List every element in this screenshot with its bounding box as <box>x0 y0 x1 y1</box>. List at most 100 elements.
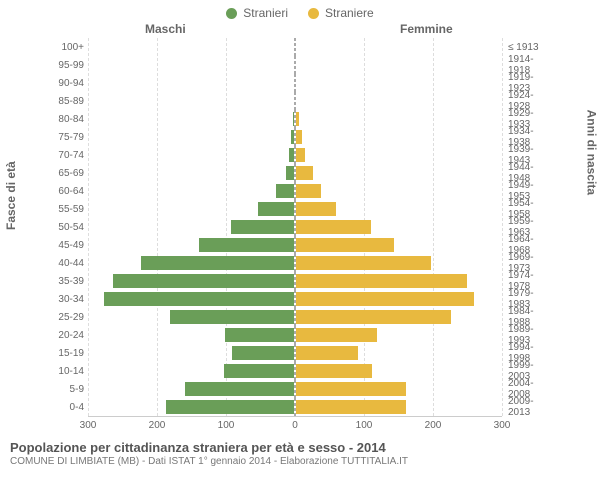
age-tick: 10-14 <box>50 366 88 377</box>
bar-male-wrap <box>88 182 295 200</box>
bar-female-wrap <box>295 92 502 110</box>
age-tick: 55-59 <box>50 204 88 215</box>
bar-male-wrap <box>88 398 295 416</box>
bar-female <box>296 148 305 162</box>
pyramid-row: 70-741939-1943 <box>50 146 540 164</box>
bar-male <box>286 166 294 180</box>
age-tick: 35-39 <box>50 276 88 287</box>
x-axis-line <box>88 416 502 417</box>
bar-female <box>296 382 406 396</box>
bar-female <box>296 184 321 198</box>
bar-female-wrap <box>295 146 502 164</box>
bar-male <box>289 148 294 162</box>
age-tick: 65-69 <box>50 168 88 179</box>
bar-male-wrap <box>88 308 295 326</box>
x-tick: 100 <box>218 420 235 431</box>
legend-swatch-female <box>308 8 319 19</box>
age-tick: 45-49 <box>50 240 88 251</box>
pyramid-row: 50-541959-1963 <box>50 218 540 236</box>
pyramid-row: 25-291984-1988 <box>50 308 540 326</box>
bar-female-wrap <box>295 200 502 218</box>
column-headers: Maschi Femmine <box>0 20 600 38</box>
bar-female-wrap <box>295 164 502 182</box>
legend: Stranieri Straniere <box>0 0 600 20</box>
bar-female-wrap <box>295 128 502 146</box>
bar-female-wrap <box>295 38 502 56</box>
age-tick: 20-24 <box>50 330 88 341</box>
age-tick: 40-44 <box>50 258 88 269</box>
bar-male <box>231 220 294 234</box>
pyramid-row: 40-441969-1973 <box>50 254 540 272</box>
bar-male <box>199 238 294 252</box>
bar-female-wrap <box>295 326 502 344</box>
bar-male <box>166 400 294 414</box>
bar-female <box>296 130 302 144</box>
legend-label-female: Straniere <box>325 6 374 20</box>
bar-female <box>296 166 313 180</box>
bar-male <box>170 310 294 324</box>
bar-female <box>296 238 394 252</box>
bar-female <box>296 292 474 306</box>
age-tick: 0-4 <box>50 402 88 413</box>
age-tick: 50-54 <box>50 222 88 233</box>
bar-female <box>296 328 377 342</box>
bar-female-wrap <box>295 272 502 290</box>
x-tick: 200 <box>149 420 166 431</box>
bar-female-wrap <box>295 254 502 272</box>
legend-item-male: Stranieri <box>226 6 288 20</box>
age-tick: 80-84 <box>50 114 88 125</box>
bar-male <box>258 202 294 216</box>
chart-title: Popolazione per cittadinanza straniera p… <box>10 440 600 455</box>
bar-female-wrap <box>295 398 502 416</box>
pyramid-row: 100+≤ 1913 <box>50 38 540 56</box>
bar-male-wrap <box>88 92 295 110</box>
pyramid-row: 45-491964-1968 <box>50 236 540 254</box>
bar-male-wrap <box>88 218 295 236</box>
age-tick: 100+ <box>50 42 88 53</box>
bar-female-wrap <box>295 236 502 254</box>
y-axis-right-label: Anni di nascita <box>584 110 598 195</box>
bar-female-wrap <box>295 344 502 362</box>
pyramid-row: 90-941919-1923 <box>50 74 540 92</box>
x-tick: 200 <box>425 420 442 431</box>
age-tick: 60-64 <box>50 186 88 197</box>
bar-female-wrap <box>295 380 502 398</box>
pyramid-row: 80-841929-1933 <box>50 110 540 128</box>
legend-swatch-male <box>226 8 237 19</box>
bar-female-wrap <box>295 182 502 200</box>
birth-tick: 2009-2013 <box>502 396 552 418</box>
age-tick: 25-29 <box>50 312 88 323</box>
pyramid-row: 5-92004-2008 <box>50 380 540 398</box>
bar-male-wrap <box>88 38 295 56</box>
bar-female-wrap <box>295 56 502 74</box>
bar-female <box>296 310 451 324</box>
age-tick: 85-89 <box>50 96 88 107</box>
bar-male <box>104 292 294 306</box>
pyramid-row: 30-341979-1983 <box>50 290 540 308</box>
age-tick: 90-94 <box>50 78 88 89</box>
pyramid-row: 35-391974-1978 <box>50 272 540 290</box>
pyramid-row: 15-191994-1998 <box>50 344 540 362</box>
bar-male <box>141 256 294 270</box>
x-axis-ticks: 3002001000100200300 <box>50 420 540 434</box>
bar-female <box>296 112 299 126</box>
bar-male <box>232 346 294 360</box>
bar-female <box>296 274 467 288</box>
bar-male-wrap <box>88 362 295 380</box>
age-tick: 15-19 <box>50 348 88 359</box>
bar-male <box>276 184 294 198</box>
bar-male <box>291 130 294 144</box>
pyramid-row: 85-891924-1928 <box>50 92 540 110</box>
pyramid-row: 0-42009-2013 <box>50 398 540 416</box>
pyramid-row: 65-691944-1948 <box>50 164 540 182</box>
header-female: Femmine <box>400 22 453 36</box>
x-tick: 300 <box>494 420 511 431</box>
bar-female <box>296 256 431 270</box>
bar-male-wrap <box>88 110 295 128</box>
bar-female <box>296 220 371 234</box>
bar-male-wrap <box>88 344 295 362</box>
bar-male-wrap <box>88 236 295 254</box>
bar-female-wrap <box>295 308 502 326</box>
bar-male-wrap <box>88 326 295 344</box>
bar-female <box>296 346 358 360</box>
